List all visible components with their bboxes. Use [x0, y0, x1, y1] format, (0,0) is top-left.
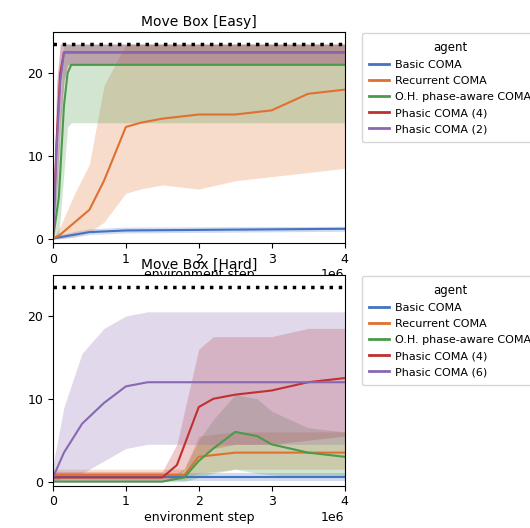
Legend: Basic COMA, Recurrent COMA, O.H. phase-aware COMA, Phasic COMA (4), Phasic COMA : Basic COMA, Recurrent COMA, O.H. phase-a… — [361, 276, 530, 385]
Title: Move Box [Easy]: Move Box [Easy] — [141, 15, 257, 29]
X-axis label: environment step: environment step — [144, 511, 254, 524]
Title: Move Box [Hard]: Move Box [Hard] — [140, 258, 257, 272]
X-axis label: environment step: environment step — [144, 268, 254, 281]
Legend: Basic COMA, Recurrent COMA, O.H. phase-aware COMA, Phasic COMA (4), Phasic COMA : Basic COMA, Recurrent COMA, O.H. phase-a… — [361, 33, 530, 142]
Text: 1e6: 1e6 — [321, 511, 344, 524]
Text: 1e6: 1e6 — [321, 268, 344, 281]
